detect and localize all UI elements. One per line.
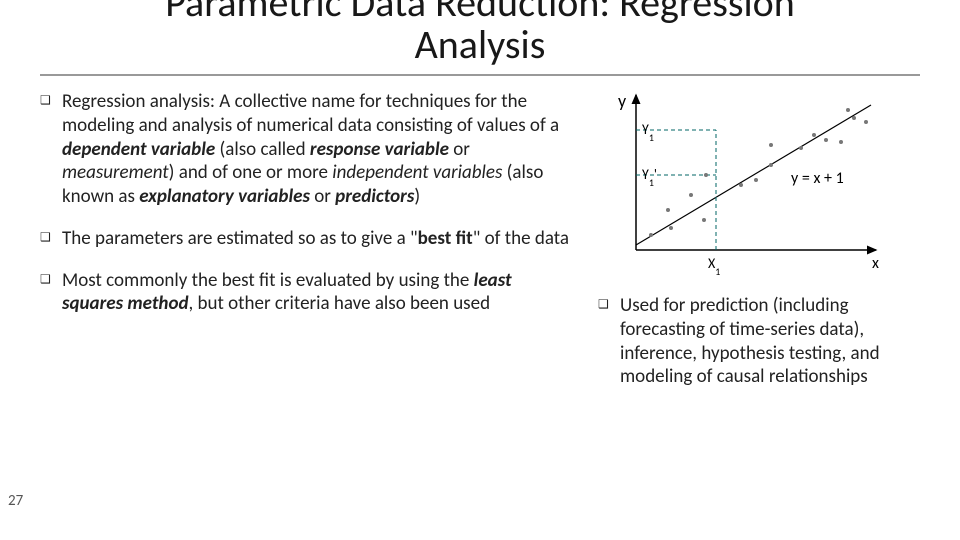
bullet-2: ❑ The parameters are estimated so as to … (40, 227, 570, 251)
right-bullet-text: Used for prediction (including forecasti… (620, 294, 920, 389)
title-line-2: Analysis (415, 20, 546, 69)
page-number: 27 (8, 492, 23, 510)
svg-text:Y1': Y1' (642, 166, 657, 189)
bullet-3: ❑ Most commonly the best fit is evaluate… (40, 269, 570, 317)
bullet-3-text: Most commonly the best fit is evaluated … (62, 269, 570, 317)
content-columns: ❑ Regression analysis: A collective name… (40, 90, 920, 389)
slide-title: Parametric Data Reduction: Regression An… (40, 0, 920, 66)
right-bullet: ❑ Used for prediction (including forecas… (598, 294, 920, 389)
slide: Parametric Data Reduction: Regression An… (0, 0, 960, 522)
bullet-1: ❑ Regression analysis: A collective name… (40, 90, 570, 209)
svg-text:y = x + 1: y = x + 1 (791, 169, 844, 188)
right-column: y x Y1 Y1' X1 y = x + 1 ❑ Used for prediction… (590, 90, 920, 389)
regression-chart: y x Y1 Y1' X1 y = x + 1 (596, 90, 886, 280)
bullet-marker: ❑ (40, 227, 62, 251)
bullet-marker: ❑ (40, 269, 62, 317)
svg-text:y: y (618, 90, 627, 112)
bullet-1-text: Regression analysis: A collective name f… (62, 90, 570, 209)
chart-svg: y x Y1 Y1' X1 y = x + 1 (596, 90, 886, 280)
svg-text:x: x (872, 254, 879, 273)
bullet-2-text: The parameters are estimated so as to gi… (62, 227, 569, 251)
svg-text:Y1: Y1 (642, 121, 654, 144)
title-divider (40, 74, 920, 76)
bullet-marker: ❑ (598, 294, 620, 389)
svg-text:X1: X1 (708, 255, 720, 278)
bullet-list: ❑ Regression analysis: A collective name… (40, 90, 570, 316)
left-column: ❑ Regression analysis: A collective name… (40, 90, 570, 389)
bullet-marker: ❑ (40, 90, 62, 209)
